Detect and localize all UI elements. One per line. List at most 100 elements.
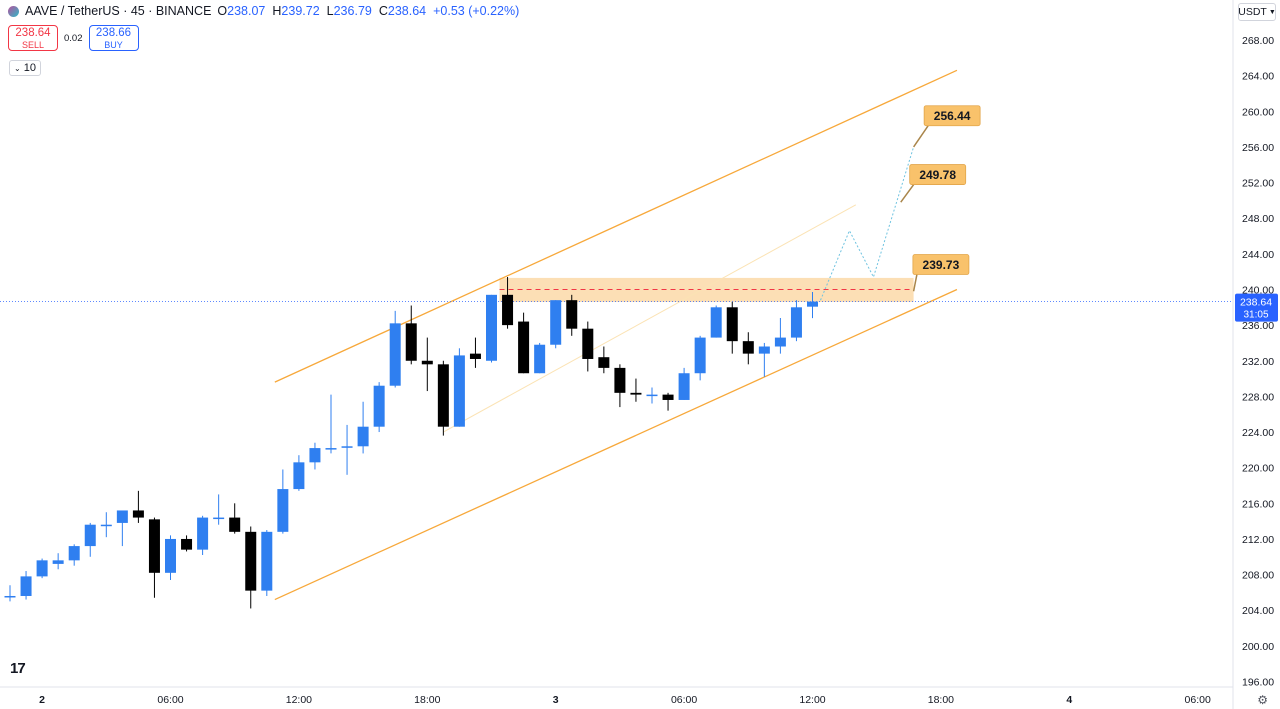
candle-body bbox=[213, 517, 225, 520]
currency-selector[interactable]: USDT ▼ bbox=[1238, 3, 1276, 21]
y-tick-label: 220.00 bbox=[1242, 463, 1274, 475]
low-label: L bbox=[326, 4, 334, 18]
candle-body bbox=[807, 301, 818, 307]
y-tick-label: 248.00 bbox=[1242, 213, 1274, 225]
candle-body bbox=[518, 321, 530, 374]
candle-body bbox=[582, 328, 594, 359]
sell-price: 238.64 bbox=[15, 27, 51, 39]
candle-body bbox=[325, 448, 337, 450]
candle-body bbox=[84, 524, 96, 547]
caret-down-icon: ▼ bbox=[1268, 8, 1276, 16]
y-tick-label: 204.00 bbox=[1242, 605, 1274, 617]
candle-body bbox=[566, 300, 578, 329]
candle-body bbox=[614, 367, 626, 393]
close-label: C bbox=[378, 4, 388, 18]
candle-body bbox=[630, 392, 642, 395]
y-tick-label: 228.00 bbox=[1242, 391, 1274, 403]
current-price-badge-value: 238.64 bbox=[1240, 297, 1272, 309]
x-tick-label: 12:00 bbox=[799, 694, 825, 706]
buy-price: 238.66 bbox=[95, 27, 132, 39]
target-label-text: 256.44 bbox=[934, 109, 971, 123]
y-tick-label: 196.00 bbox=[1242, 677, 1274, 689]
candle-body bbox=[68, 546, 80, 561]
y-tick-label: 256.00 bbox=[1242, 142, 1274, 154]
change-value: +0.53 (+0.22%) bbox=[433, 4, 520, 18]
target-pointer bbox=[912, 274, 918, 292]
channel-middle-line bbox=[443, 204, 857, 433]
high-value: 239.72 bbox=[281, 4, 320, 18]
candle-body bbox=[4, 595, 16, 598]
target-label-box bbox=[909, 164, 967, 185]
y-tick-label: 244.00 bbox=[1242, 249, 1274, 261]
candle-body bbox=[261, 531, 273, 591]
close-value: 238.64 bbox=[387, 4, 427, 18]
candle-body bbox=[758, 346, 770, 354]
chevron-down-icon: ⌄ bbox=[14, 63, 21, 73]
settings-gear-icon[interactable]: ⚙ bbox=[1257, 693, 1268, 707]
y-tick-label: 268.00 bbox=[1242, 35, 1274, 47]
currency-label: USDT bbox=[1238, 6, 1267, 18]
x-tick-label: 4 bbox=[1066, 694, 1072, 706]
projection-path bbox=[820, 146, 915, 301]
candle-body bbox=[469, 353, 481, 359]
target-label-text: 239.73 bbox=[923, 258, 960, 272]
target-pointer bbox=[912, 125, 929, 148]
candle-body bbox=[742, 341, 754, 354]
candle-body bbox=[341, 446, 353, 448]
candle-body bbox=[534, 344, 546, 374]
candle-body bbox=[132, 510, 144, 518]
candle-body bbox=[20, 576, 32, 596]
volume-toggle[interactable]: ⌄ 10 bbox=[9, 60, 41, 76]
candle-body bbox=[405, 323, 417, 361]
candle-body bbox=[421, 360, 433, 365]
high-label: H bbox=[272, 4, 282, 18]
candle-body bbox=[357, 426, 369, 447]
target-label-text: 249.78 bbox=[919, 168, 956, 182]
target-label-box bbox=[912, 254, 970, 275]
y-tick-label: 252.00 bbox=[1242, 178, 1274, 190]
y-tick-label: 232.00 bbox=[1242, 356, 1274, 368]
channel-lower-line bbox=[274, 288, 958, 601]
x-tick-label: 12:00 bbox=[286, 694, 312, 706]
x-tick-label: 18:00 bbox=[414, 694, 440, 706]
candle-body bbox=[165, 538, 176, 573]
current-price-badge bbox=[1235, 293, 1278, 322]
candle-body bbox=[437, 364, 449, 427]
sell-button[interactable]: 238.64 SELL bbox=[8, 25, 58, 51]
x-tick-label: 06:00 bbox=[671, 694, 697, 706]
candle-body bbox=[197, 517, 209, 550]
candle-body bbox=[710, 307, 722, 338]
channel-upper-line bbox=[274, 69, 958, 383]
candle-body bbox=[694, 337, 706, 374]
buy-button[interactable]: 238.66 BUY bbox=[88, 25, 139, 51]
candle-body bbox=[774, 337, 786, 347]
candle-body bbox=[309, 448, 321, 463]
candle-body bbox=[181, 538, 193, 550]
candle-body bbox=[245, 531, 257, 591]
candle-body bbox=[646, 394, 658, 397]
candle-body bbox=[486, 294, 497, 361]
open-value: 238.07 bbox=[227, 4, 266, 18]
symbol-title[interactable]: AAVE / TetherUS · 45 · BINANCE bbox=[25, 4, 212, 18]
open-label: O bbox=[217, 4, 228, 18]
volume-toggle-value: 10 bbox=[23, 62, 36, 74]
y-tick-label: 200.00 bbox=[1242, 641, 1274, 653]
y-tick-label: 208.00 bbox=[1242, 570, 1274, 582]
candle-body bbox=[36, 560, 48, 577]
aave-logo-icon bbox=[8, 5, 19, 17]
low-value: 236.79 bbox=[333, 4, 372, 18]
x-tick-label: 2 bbox=[39, 694, 45, 706]
x-tick-label: 3 bbox=[553, 694, 559, 706]
candle-body bbox=[373, 385, 385, 427]
current-price-countdown: 31:05 bbox=[1243, 310, 1268, 321]
candle-body bbox=[229, 517, 241, 532]
x-tick-label: 06:00 bbox=[1185, 694, 1211, 706]
symbol-header: AAVE / TetherUS · 45 · BINANCE O238.07 H… bbox=[8, 4, 519, 18]
candle-body bbox=[116, 510, 128, 523]
candle-body bbox=[598, 357, 610, 368]
target-pointer bbox=[900, 184, 915, 203]
y-tick-label: 260.00 bbox=[1242, 106, 1274, 118]
spread-value: 0.02 bbox=[64, 32, 83, 44]
x-tick-label: 06:00 bbox=[157, 694, 183, 706]
